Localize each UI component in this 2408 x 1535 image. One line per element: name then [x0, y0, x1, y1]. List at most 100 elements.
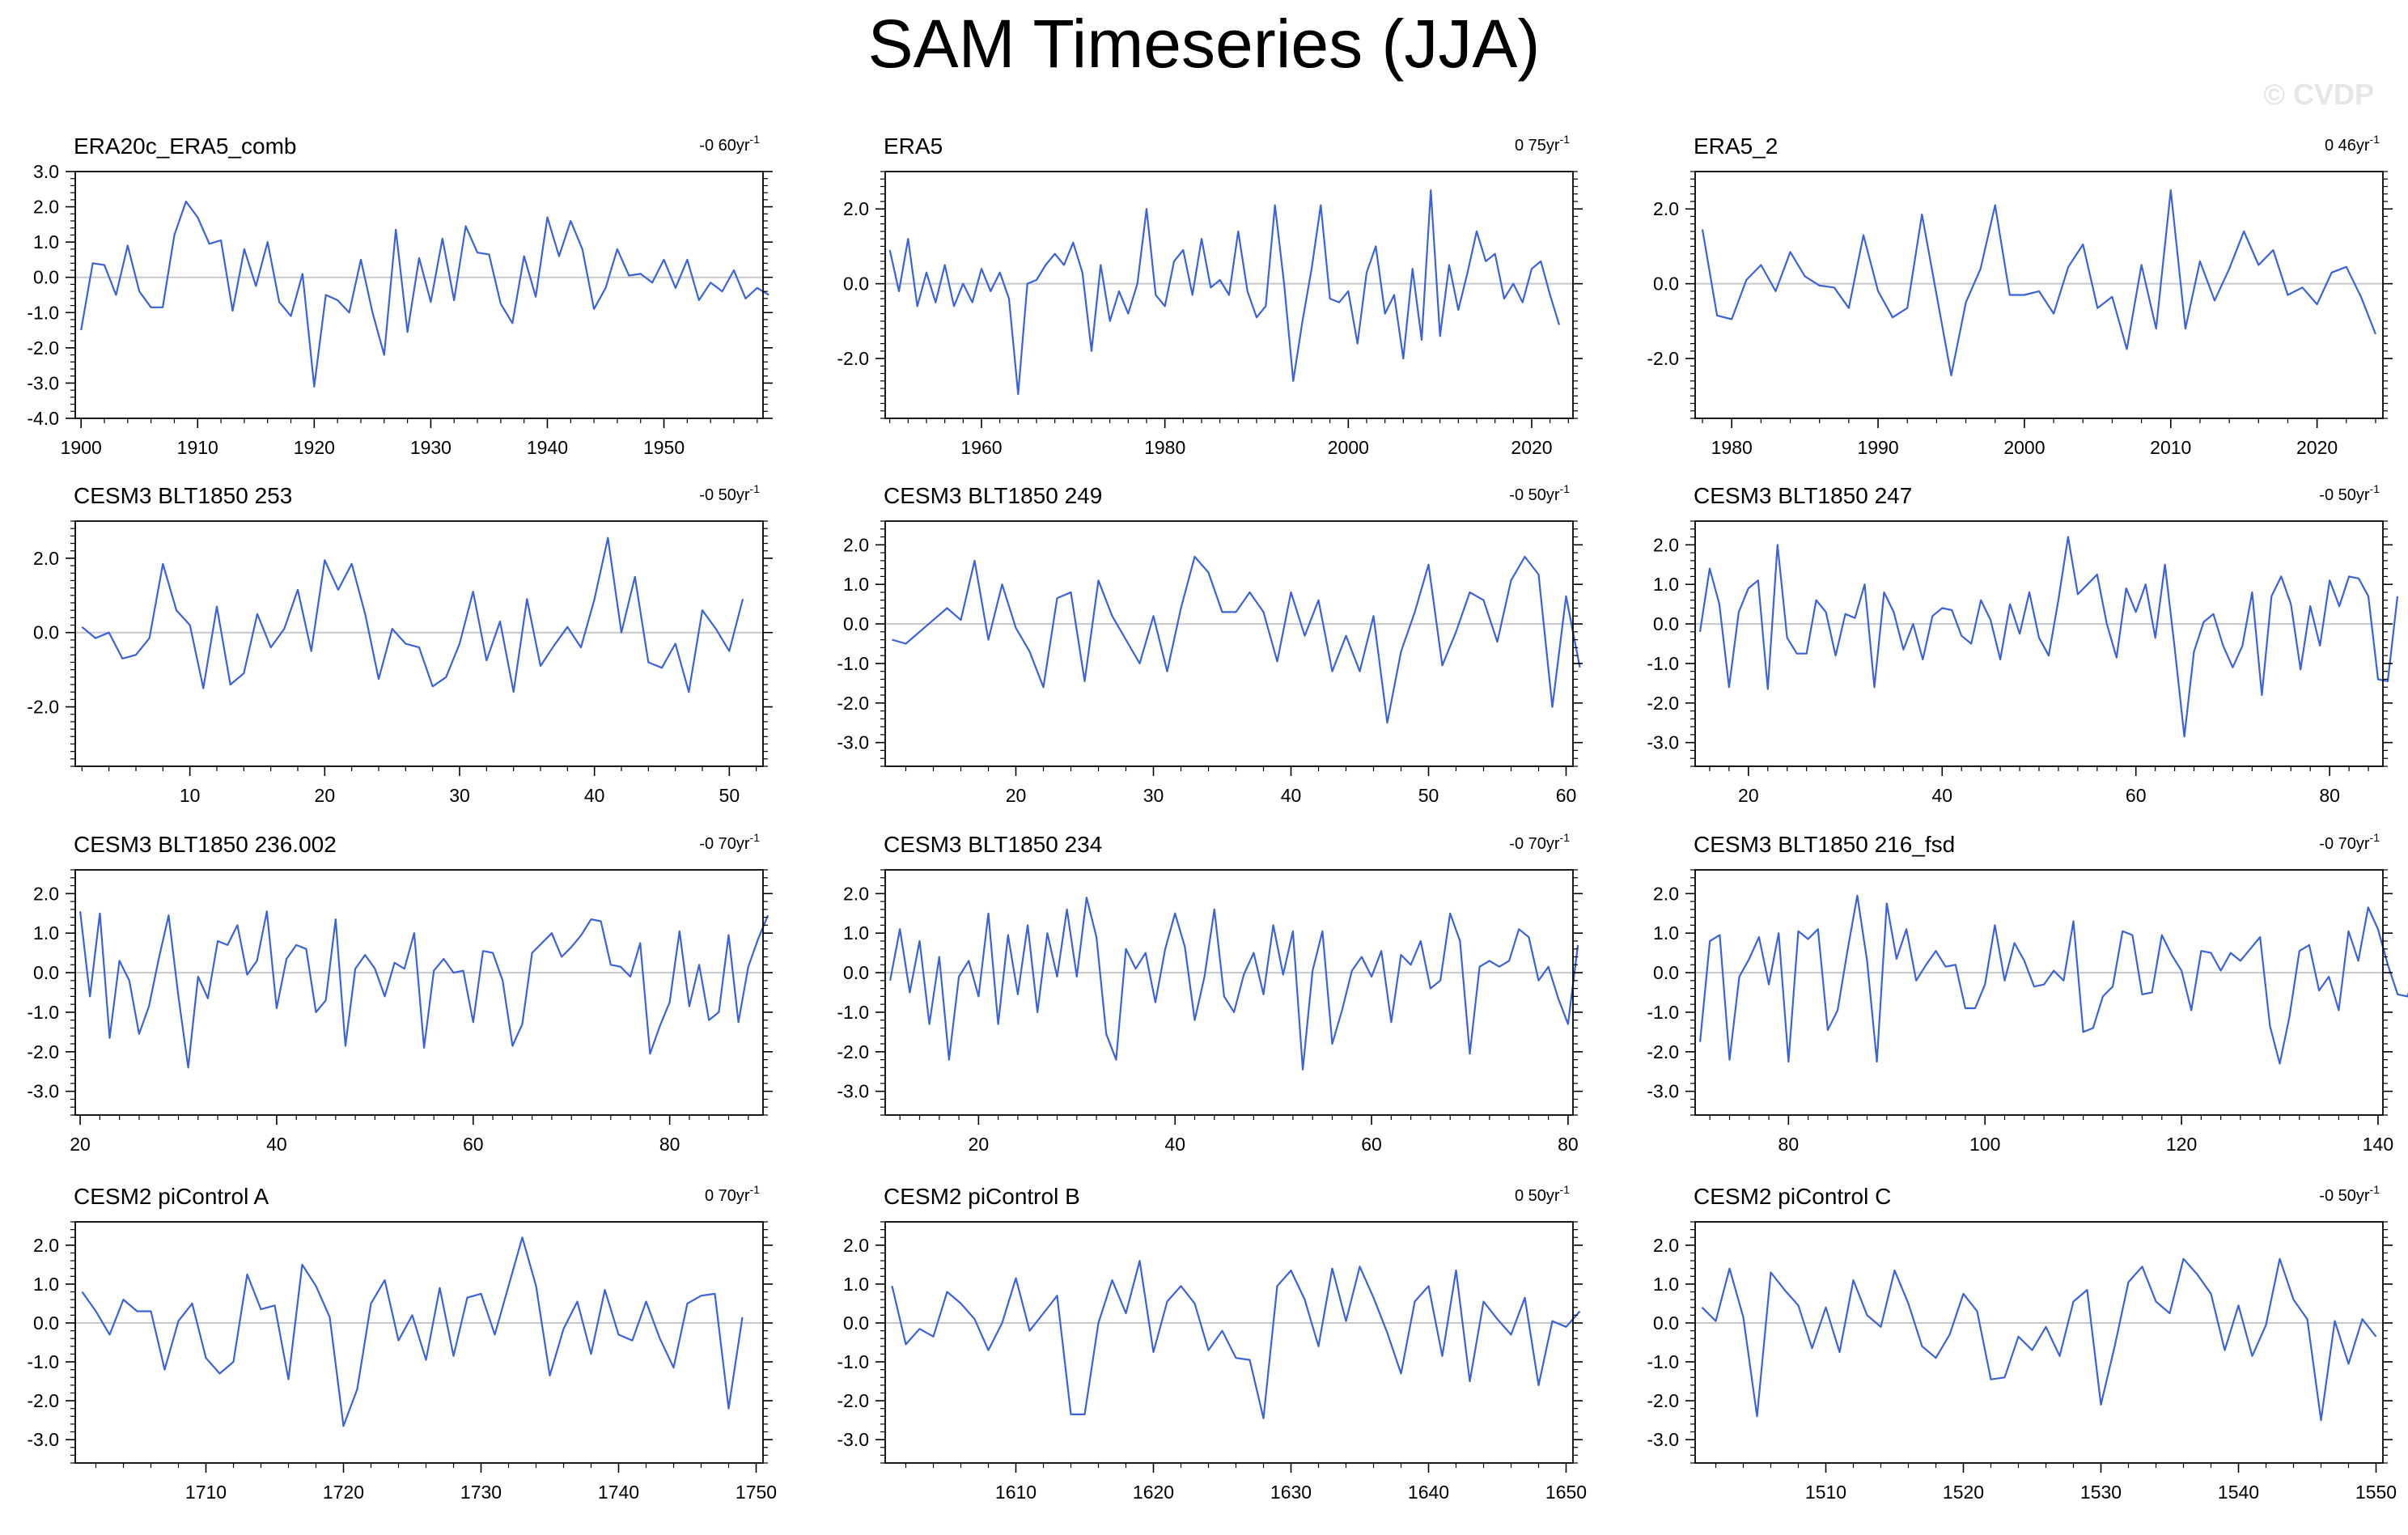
y-tick-label: 1.0	[1653, 574, 1679, 595]
y-tick-label: 2.0	[1653, 198, 1679, 219]
plot-frame	[884, 520, 1574, 767]
plot-frame	[74, 1221, 764, 1464]
y-tick-label: -1.0	[27, 1351, 59, 1372]
y-tick-label: -2.0	[837, 348, 869, 369]
x-tick-label: 2020	[1511, 437, 1552, 458]
y-tick-label: 1.0	[33, 231, 59, 252]
x-tick-label: 1740	[598, 1482, 639, 1503]
chart-panel-9: CESM3 BLT1850 216_fsd -0 70yr-1 -3.0 -2.0 -1…	[1647, 831, 2408, 1155]
panel-title: CESM3 BLT1850 234	[884, 832, 1102, 857]
y-tick-label: -2.0	[27, 337, 59, 358]
x-tick-label: 40	[266, 1134, 287, 1155]
x-tick-label: 20	[70, 1134, 91, 1155]
plot-frame	[884, 171, 1574, 419]
y-tick-label: 2.0	[33, 1235, 59, 1256]
trend-label: 0 46yr-1	[2325, 133, 2380, 155]
x-tick-label: 1530	[2080, 1482, 2122, 1503]
y-tick-label: -3.0	[837, 732, 869, 753]
y-tick-label: 1.0	[1653, 922, 1679, 943]
x-tick-label: 1750	[736, 1482, 777, 1503]
trend-label: -0 50yr-1	[2319, 1183, 2380, 1205]
y-tick-label: 2.0	[1653, 534, 1679, 555]
trend-label: -0 50yr-1	[1509, 482, 1570, 504]
y-tick-label: 0.0	[843, 613, 869, 634]
trend-label: -0 50yr-1	[699, 482, 760, 504]
y-tick-label: 2.0	[843, 883, 869, 904]
trend-label: -0 70yr-1	[1509, 831, 1570, 853]
y-tick-label: -2.0	[27, 1390, 59, 1411]
trend-label: 0 50yr-1	[1515, 1183, 1570, 1205]
y-tick-label: 0.0	[33, 1312, 59, 1334]
series-line	[81, 536, 744, 693]
y-tick-label: -1.0	[27, 302, 59, 323]
y-tick-label: 2.0	[33, 548, 59, 569]
y-tick-label: 0.0	[33, 622, 59, 643]
plot-frame	[884, 1221, 1574, 1464]
panel-title: CESM2 piControl B	[884, 1184, 1080, 1209]
x-tick-label: 1540	[2218, 1482, 2259, 1503]
y-tick-label: 0.0	[843, 1312, 869, 1334]
x-tick-label: 1980	[1711, 437, 1753, 458]
series-line	[81, 1236, 744, 1427]
x-tick-label: 30	[1143, 785, 1164, 806]
y-tick-label: 2.0	[1653, 1235, 1679, 1256]
y-tick-label: -2.0	[837, 693, 869, 714]
panel-title: CESM3 BLT1850 216_fsd	[1694, 832, 1955, 857]
y-tick-label: 2.0	[33, 883, 59, 904]
y-tick-label: 2.0	[33, 197, 59, 218]
x-tick-label: 2000	[2003, 437, 2045, 458]
y-tick-label: 0.0	[1653, 962, 1679, 983]
y-tick-label: 0.0	[33, 267, 59, 288]
y-tick-label: -3.0	[1647, 732, 1679, 753]
series-line	[1698, 536, 2399, 738]
x-tick-label: 50	[1418, 785, 1439, 806]
series-line	[80, 200, 769, 388]
panel-title: ERA5	[884, 134, 943, 159]
y-tick-label: 3.0	[33, 161, 59, 182]
panel-title: CESM3 BLT1850 247	[1694, 483, 1912, 508]
y-tick-label: 0.0	[843, 962, 869, 983]
x-tick-label: 100	[1969, 1134, 2000, 1155]
y-tick-label: 0.0	[33, 962, 59, 983]
x-tick-label: 80	[2319, 785, 2340, 806]
y-tick-label: -2.0	[1647, 1041, 1679, 1062]
watermark: © CVDP	[2263, 78, 2374, 111]
page-title: SAM Timeseries (JJA)	[867, 6, 1541, 82]
y-tick-label: 0.0	[1653, 1312, 1679, 1334]
panel-title: CESM2 piControl C	[1694, 1184, 1891, 1209]
chart-panel-2: ERA5 0 75yr-1 -2.0 0.0 2.0 1960 1980 2000 2020	[837, 133, 1583, 458]
y-tick-label: -2.0	[837, 1041, 869, 1062]
y-tick-label: 1.0	[33, 922, 59, 943]
y-tick-label: 2.0	[843, 1235, 869, 1256]
x-tick-label: 50	[719, 785, 740, 806]
trend-label: 0 70yr-1	[705, 1183, 760, 1205]
y-tick-label: -2.0	[837, 1390, 869, 1411]
y-tick-label: -1.0	[27, 1002, 59, 1023]
trend-label: -0 50yr-1	[2319, 482, 2380, 504]
y-tick-label: -1.0	[1647, 653, 1679, 674]
y-tick-label: -3.0	[27, 1429, 59, 1450]
x-tick-label: 1720	[323, 1482, 364, 1503]
chart-panel-10: CESM2 piControl A 0 70yr-1 -3.0 -2.0 -1.0 0.0…	[27, 1183, 777, 1503]
x-tick-label: 1960	[960, 437, 1002, 458]
x-tick-label: 30	[449, 785, 470, 806]
y-tick-label: 1.0	[33, 1274, 59, 1295]
panel-title: CESM3 BLT1850 253	[74, 483, 292, 508]
y-tick-label: 0.0	[843, 274, 869, 295]
chart-panel-5: CESM3 BLT1850 249 -0 50yr-1 -3.0 -2.0 -1.0 0.…	[837, 482, 1583, 806]
series-line	[1699, 894, 2408, 1065]
trend-label: -0 60yr-1	[699, 133, 760, 155]
x-tick-label: 1650	[1545, 1482, 1587, 1503]
x-tick-label: 80	[1778, 1134, 1800, 1155]
y-tick-label: 1.0	[843, 922, 869, 943]
y-tick-label: -3.0	[27, 1081, 59, 1102]
x-tick-label: 60	[1556, 785, 1577, 806]
x-tick-label: 20	[1006, 785, 1027, 806]
chart-panel-3: ERA5_2 0 46yr-1 -2.0 0.0 2.0 1980 1990 2000 2010…	[1647, 133, 2393, 458]
y-tick-label: -2.0	[27, 697, 59, 718]
x-tick-label: 1630	[1270, 1482, 1312, 1503]
x-tick-label: 2000	[1328, 437, 1369, 458]
plot-frame	[1694, 1221, 2384, 1464]
x-tick-label: 1940	[527, 437, 568, 458]
